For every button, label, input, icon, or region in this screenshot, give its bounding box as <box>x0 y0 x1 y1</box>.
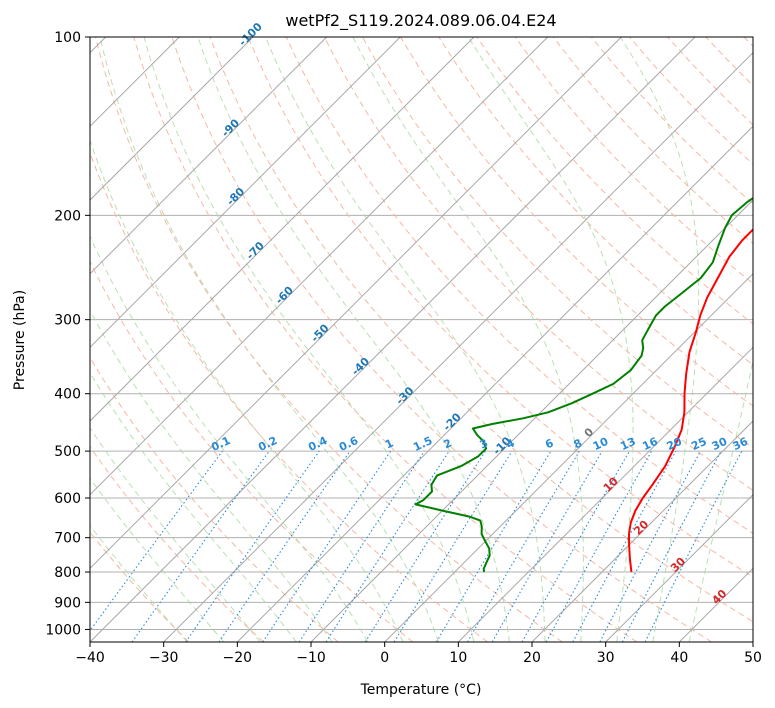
isotherm-line <box>605 493 753 642</box>
isotherm-line <box>457 346 753 642</box>
mixing-ratio-line <box>131 450 270 642</box>
y-axis-ticks: 100 200 300 400 500 600 700 800 900 1000 <box>45 30 90 638</box>
mixing-ratio-label: 25 <box>689 435 708 453</box>
mixing-ratio-label: 36 <box>731 435 751 453</box>
x-tick-label: 50 <box>744 650 762 666</box>
x-tick-label: 10 <box>449 650 467 666</box>
mixing-ratio-line <box>644 450 743 642</box>
dry-adiabat-line <box>90 260 414 642</box>
dry-adiabat-line <box>247 37 753 578</box>
mixing-ratio-line <box>90 450 223 632</box>
moist-adiabat-line <box>352 37 584 642</box>
dry-adiabat-line <box>171 37 712 642</box>
dry-adiabat-line <box>133 37 638 642</box>
x-tick-label: −30 <box>149 650 179 666</box>
isotherm-grid <box>90 37 753 642</box>
y-tick-label: 100 <box>54 30 81 46</box>
moist-adiabat-line <box>197 37 510 642</box>
isotherm-line <box>90 37 475 422</box>
mixing-ratio-line <box>521 450 630 642</box>
mixing-ratio-line <box>218 450 351 642</box>
y-tick-label: 800 <box>54 565 81 581</box>
x-tick-label: 20 <box>523 650 541 666</box>
mixing-ratio-label: 16 <box>640 435 660 453</box>
y-tick-label: 1000 <box>45 622 81 638</box>
isotherm-line <box>90 37 401 349</box>
y-tick-label: 300 <box>54 313 81 329</box>
moist-adiabat-line <box>90 235 369 642</box>
mixing-ratio-line <box>185 450 320 642</box>
x-tick-label: 40 <box>670 650 688 666</box>
moist-adiabat-line <box>143 37 475 642</box>
moist-adiabat-line <box>688 358 753 642</box>
chart-title: wetPf2_S119.2024.089.06.04.E24 <box>285 11 556 31</box>
moist-adiabat-line <box>90 138 404 642</box>
mixing-ratio-line <box>572 450 677 642</box>
y-tick-label: 700 <box>54 531 81 547</box>
moist-adiabat-line <box>90 524 188 642</box>
x-tick-label: 0 <box>380 650 389 666</box>
x-tick-label: −40 <box>75 650 105 666</box>
mixing-ratio-line <box>298 450 425 642</box>
mixing-ratio-line <box>393 450 513 642</box>
isotherm-line <box>531 420 753 642</box>
temperature-profile <box>628 228 753 573</box>
dry-adiabat-line <box>95 37 563 642</box>
dry-adiabat-line <box>90 445 264 642</box>
dry-adiabat-line <box>514 37 753 285</box>
y-axis-label: Pressure (hPa) <box>12 290 28 390</box>
moist-adiabat-line <box>619 37 700 642</box>
isobar-grid <box>90 37 753 630</box>
isotherm-line <box>90 37 622 570</box>
dry-adiabats <box>90 37 753 642</box>
moist-adiabat-line <box>90 477 225 642</box>
x-axis-ticks: −40 −30 −20 −10 0 10 20 30 40 50 <box>75 642 762 666</box>
isotherm-line <box>236 125 753 642</box>
mixing-ratio-label: 30 <box>710 435 730 453</box>
mixing-ratio-line <box>545 450 653 642</box>
y-tick-label: 600 <box>54 491 81 507</box>
plot-frame <box>89 36 754 643</box>
x-axis-label: Temperature (°C) <box>360 682 482 698</box>
moist-adiabat-line <box>90 427 261 642</box>
y-tick-label: 200 <box>54 208 81 224</box>
mixing-ratio-lines <box>90 450 743 642</box>
moist-adiabat-line <box>90 309 333 642</box>
dry-adiabat-line <box>285 37 753 535</box>
x-tick-label: −20 <box>223 650 253 666</box>
isotherm-line <box>90 37 696 642</box>
dry-adiabat-line <box>90 356 339 642</box>
isotherm-line <box>90 37 549 496</box>
y-tick-label: 400 <box>54 387 81 403</box>
dry-adiabat-line <box>209 37 753 623</box>
mixing-ratio-line <box>262 450 392 642</box>
moist-adiabat-line <box>265 37 546 642</box>
y-tick-label: 500 <box>54 444 81 460</box>
moist-adiabat-line <box>90 371 297 642</box>
mixing-ratio-label: 10 <box>591 435 611 453</box>
mixing-ratio-line <box>325 450 450 642</box>
dry-adiabat-line <box>323 37 753 491</box>
mixing-ratio-label: 20 <box>665 435 685 453</box>
isotherm-line <box>90 37 254 201</box>
x-tick-label: 30 <box>597 650 615 666</box>
mixing-ratio-label: 13 <box>618 435 637 453</box>
isotherm-line <box>90 37 328 275</box>
isotherm-line <box>163 51 753 642</box>
dry-adiabat-line <box>476 37 753 325</box>
isotherm-line <box>310 199 753 642</box>
dewpoint-profile <box>414 196 753 573</box>
moist-adiabat-line <box>99 37 439 642</box>
x-tick-label: −10 <box>296 650 326 666</box>
sounding-series <box>414 196 753 573</box>
y-tick-label: 900 <box>54 595 81 611</box>
